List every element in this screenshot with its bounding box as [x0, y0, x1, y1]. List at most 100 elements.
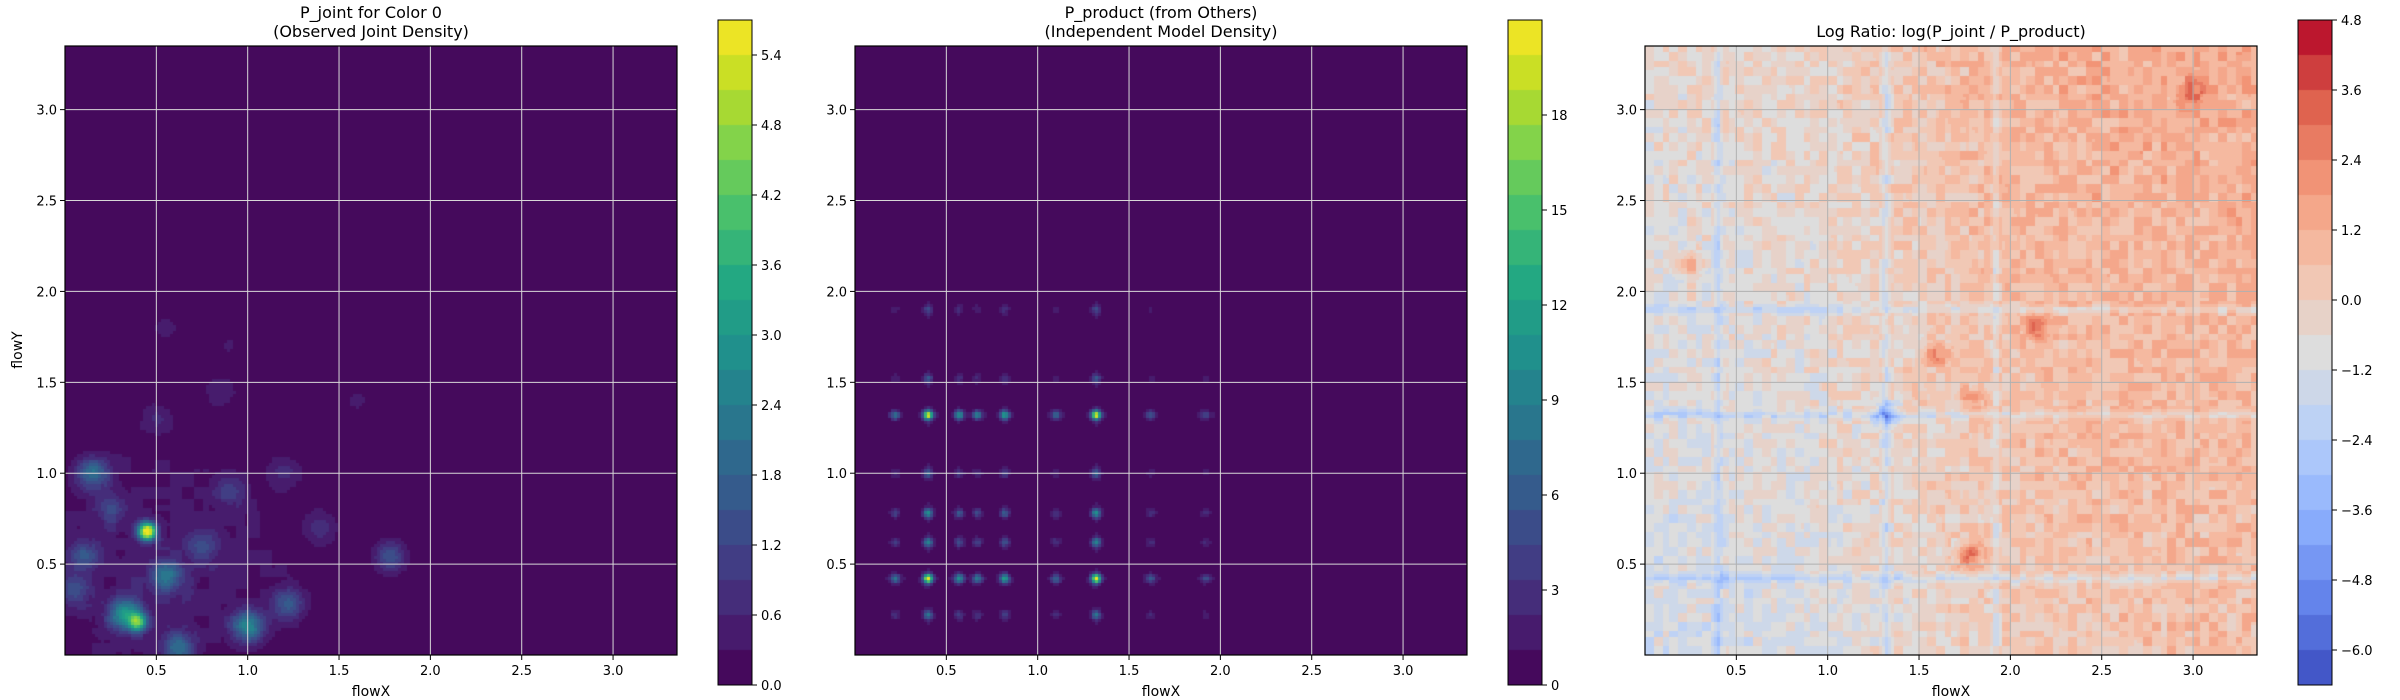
density-heatmap: [855, 46, 1467, 655]
panel-log-ratio: Log Ratio: log(P_joint / P_product) 0.5 1…: [1616, 14, 2372, 700]
y-tick-label: 3.0: [36, 104, 57, 119]
x-tick-label: 2.5: [511, 664, 532, 679]
colorbar-tick-label: 4.2: [761, 189, 782, 204]
panel-title: Log Ratio: log(P_joint / P_product): [1816, 22, 2086, 42]
y-tick-label: 2.0: [826, 285, 847, 300]
x-tick-label: 3.0: [2183, 664, 2204, 679]
colorbar-tick-label: 3.6: [2341, 84, 2362, 99]
colorbar-tick-label: 3: [1551, 584, 1559, 599]
x-axis-label: flowX: [352, 684, 391, 700]
colorbar-tick-label: 4.8: [761, 119, 782, 134]
colorbar: [718, 20, 752, 685]
colorbar: [2298, 20, 2332, 685]
colorbar-ticks: 0 3 6 9 12 15 18: [1542, 109, 1568, 694]
colorbar-tick-label: 1.2: [761, 539, 782, 554]
x-tick-label: 0.5: [936, 664, 957, 679]
axes-frame: [854, 45, 1468, 656]
y-tick-label: 1.0: [826, 467, 847, 482]
y-tick-label: 0.5: [826, 558, 847, 573]
colorbar-tick-label: 0.0: [2341, 294, 2362, 309]
x-tick-label: 0.5: [1726, 664, 1747, 679]
colorbar-tick-label: 3.0: [761, 329, 782, 344]
x-tick-label: 1.0: [1817, 664, 1838, 679]
y-axis-label: flowY: [10, 331, 26, 369]
x-axis-label: flowX: [1932, 684, 1971, 700]
y-tick-label: 1.5: [36, 376, 57, 391]
colorbar: [1508, 20, 1542, 685]
x-tick-label: 3.0: [1393, 664, 1414, 679]
x-tick-label: 1.5: [1909, 664, 1930, 679]
x-tick-label: 2.5: [1301, 664, 1322, 679]
x-ticks: 0.5 1.0 1.5 2.0 2.5 3.0: [936, 655, 1413, 679]
panel-product-density: P_product (from Others) (Independent Mod…: [826, 3, 1567, 700]
x-tick-label: 1.5: [1119, 664, 1140, 679]
y-tick-label: 1.0: [1616, 467, 1637, 482]
grid: [65, 46, 677, 655]
x-tick-label: 2.0: [420, 664, 441, 679]
colorbar-tick-label: 1.8: [761, 469, 782, 484]
panel-title: P_product (from Others): [1065, 3, 1258, 23]
x-tick-label: 2.0: [1210, 664, 1231, 679]
grid: [855, 46, 1467, 655]
panel-subtitle: (Observed Joint Density): [273, 22, 469, 41]
colorbar-ticks: 4.8 3.6 2.4 1.2 0.0 −1.2 −2.4 −3.6 −4.8 −6.0: [2332, 14, 2373, 659]
colorbar-frame: [717, 19, 753, 686]
x-tick-label: 1.5: [329, 664, 350, 679]
colorbar-ticks: 0.0 0.6 1.2 1.8 2.4 3.0 3.6 4.2 4.8 5.4: [752, 49, 782, 694]
colorbar-tick-label: −1.2: [2341, 364, 2373, 379]
colorbar-tick-label: 2.4: [2341, 154, 2362, 169]
colorbar-tick-label: 3.6: [761, 259, 782, 274]
x-tick-label: 0.5: [146, 664, 167, 679]
y-tick-label: 3.0: [1616, 104, 1637, 119]
plot-area: [855, 46, 1467, 655]
y-tick-label: 3.0: [826, 104, 847, 119]
colorbar-tick-label: 0.6: [761, 609, 782, 624]
colorbar-tick-label: −3.6: [2341, 504, 2373, 519]
colorbar-tick-label: 6: [1551, 489, 1559, 504]
axes-frame: [1644, 45, 2258, 656]
y-tick-label: 2.5: [826, 195, 847, 210]
y-ticks: 0.5 1.0 1.5 2.0 2.5 3.0: [826, 104, 855, 573]
x-tick-label: 1.0: [237, 664, 258, 679]
colorbar-tick-label: 2.4: [761, 399, 782, 414]
colorbar-tick-label: 5.4: [761, 49, 782, 64]
y-ticks: 0.5 1.0 1.5 2.0 2.5 3.0: [1616, 104, 1645, 573]
colorbar-tick-label: 4.8: [2341, 14, 2362, 29]
y-tick-label: 2.5: [36, 195, 57, 210]
x-tick-label: 2.0: [2000, 664, 2021, 679]
x-tick-label: 3.0: [603, 664, 624, 679]
panel-title: P_joint for Color 0: [300, 3, 442, 23]
x-tick-label: 1.0: [1027, 664, 1048, 679]
colorbar-tick-label: 18: [1551, 109, 1568, 124]
colorbar-tick-label: 0: [1551, 679, 1559, 694]
x-axis-label: flowX: [1142, 684, 1181, 700]
panel-joint-density: P_joint for Color 0 (Observed Joint Dens…: [10, 3, 782, 700]
log-ratio-heatmap: [1645, 46, 2257, 655]
x-ticks: 0.5 1.0 1.5 2.0 2.5 3.0: [146, 655, 623, 679]
y-tick-label: 0.5: [36, 558, 57, 573]
colorbar-tick-label: 15: [1551, 204, 1568, 219]
y-tick-label: 1.5: [826, 376, 847, 391]
x-tick-label: 2.5: [2091, 664, 2112, 679]
colorbar-tick-label: −4.8: [2341, 574, 2373, 589]
y-tick-label: 2.5: [1616, 195, 1637, 210]
colorbar-frame: [1507, 19, 1543, 686]
colorbar-tick-label: 9: [1551, 394, 1559, 409]
panel-subtitle: (Independent Model Density): [1045, 22, 1278, 41]
colorbar-tick-label: 0.0: [761, 679, 782, 694]
density-heatmap: [65, 46, 677, 655]
y-tick-label: 0.5: [1616, 558, 1637, 573]
grid: [1645, 46, 2257, 655]
y-ticks: 0.5 1.0 1.5 2.0 2.5 3.0: [36, 104, 65, 573]
y-tick-label: 1.5: [1616, 376, 1637, 391]
colorbar-frame: [2297, 19, 2333, 686]
colorbar-tick-label: −2.4: [2341, 434, 2373, 449]
plot-area: [65, 46, 677, 655]
y-tick-label: 2.0: [1616, 285, 1637, 300]
axes-frame: [64, 45, 678, 656]
colorbar-tick-label: 12: [1551, 299, 1568, 314]
x-ticks: 0.5 1.0 1.5 2.0 2.5 3.0: [1726, 655, 2203, 679]
plot-area: [1645, 46, 2257, 655]
y-tick-label: 1.0: [36, 467, 57, 482]
